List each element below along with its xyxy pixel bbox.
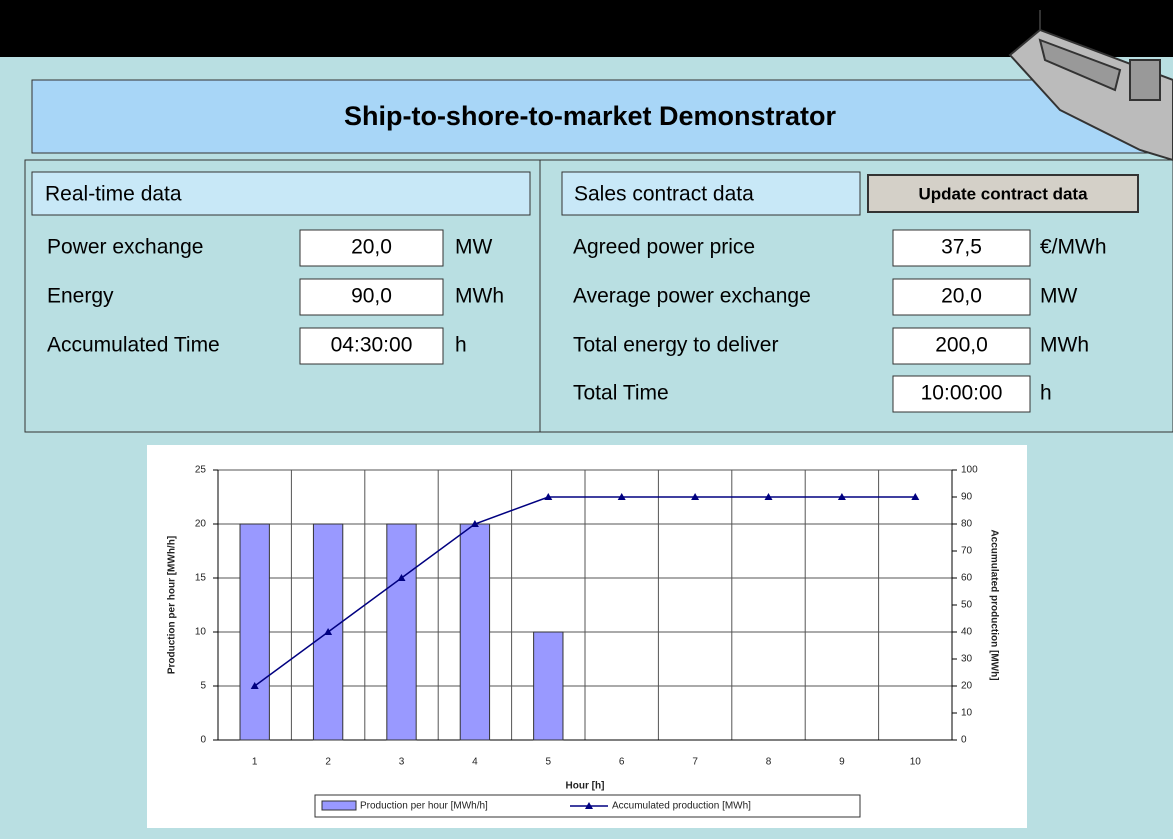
screen: Ship-to-shore-to-market Demonstrator Rea… [0,0,1173,839]
y2-tick-label: 10 [961,708,973,719]
y-tick-label: 5 [200,681,206,692]
x-tick-label: 5 [546,757,552,768]
legend-label: Accumulated production [MWh] [612,801,751,812]
field-label: Energy [47,285,114,308]
field-unit: h [1040,382,1052,405]
y2-tick-label: 30 [961,654,973,665]
field-value: 90,0 [351,285,392,308]
y2-tick-label: 70 [961,546,973,557]
x-tick-label: 6 [619,757,625,768]
page-title: Ship-to-shore-to-market Demonstrator [344,101,837,131]
field-value: 04:30:00 [331,334,413,357]
field-value: 10:00:00 [921,382,1003,405]
y-tick-label: 15 [195,573,207,584]
y-tick-label: 10 [195,627,207,638]
y2-tick-label: 0 [961,735,967,746]
y-tick-label: 20 [195,519,207,530]
y2-tick-label: 90 [961,492,973,503]
bar [534,632,563,740]
field-unit: h [455,334,467,357]
field-label: Power exchange [47,236,203,259]
button-label[interactable]: Update contract data [918,184,1088,203]
legend-label: Production per hour [MWh/h] [360,801,488,812]
y2-tick-label: 60 [961,573,973,584]
bar [240,524,269,740]
field-unit: MWh [1040,334,1089,357]
x-tick-label: 2 [325,757,331,768]
chart-area [147,445,1027,828]
field-unit: MWh [455,285,504,308]
x-tick-label: 1 [252,757,258,768]
legend-swatch [322,801,356,810]
y-axis-title: Production per hour [MWh/h] [167,536,178,674]
field-unit: MW [455,236,492,259]
y2-tick-label: 50 [961,600,973,611]
bar [460,524,489,740]
field-value: 200,0 [935,334,988,357]
section-title: Real-time data [45,183,182,206]
y-tick-label: 0 [200,735,206,746]
field-label: Agreed power price [573,236,755,259]
y2-tick-label: 100 [961,465,978,476]
update-button[interactable]: Update contract data [868,175,1138,212]
bar [387,524,416,740]
field-value: 20,0 [351,236,392,259]
field-unit: €/MWh [1040,236,1107,259]
top-bar [0,0,1173,57]
x-tick-label: 10 [910,757,922,768]
x-tick-label: 8 [766,757,772,768]
field-value: 20,0 [941,285,982,308]
x-tick-label: 7 [692,757,698,768]
field-label: Accumulated Time [47,334,220,357]
field-unit: MW [1040,285,1077,308]
field-label: Total energy to deliver [573,334,778,357]
section-title: Sales contract data [574,183,754,206]
y2-tick-label: 40 [961,627,973,638]
field-value: 37,5 [941,236,982,259]
x-tick-label: 9 [839,757,845,768]
x-tick-label: 4 [472,757,478,768]
field-label: Total Time [573,382,669,405]
y-tick-label: 25 [195,465,207,476]
y2-tick-label: 80 [961,519,973,530]
y2-tick-label: 20 [961,681,973,692]
x-tick-label: 3 [399,757,405,768]
y2-axis-title: Accumulated production [MWh] [988,529,999,680]
field-label: Average power exchange [573,285,811,308]
x-axis-title: Hour [h] [566,781,605,792]
